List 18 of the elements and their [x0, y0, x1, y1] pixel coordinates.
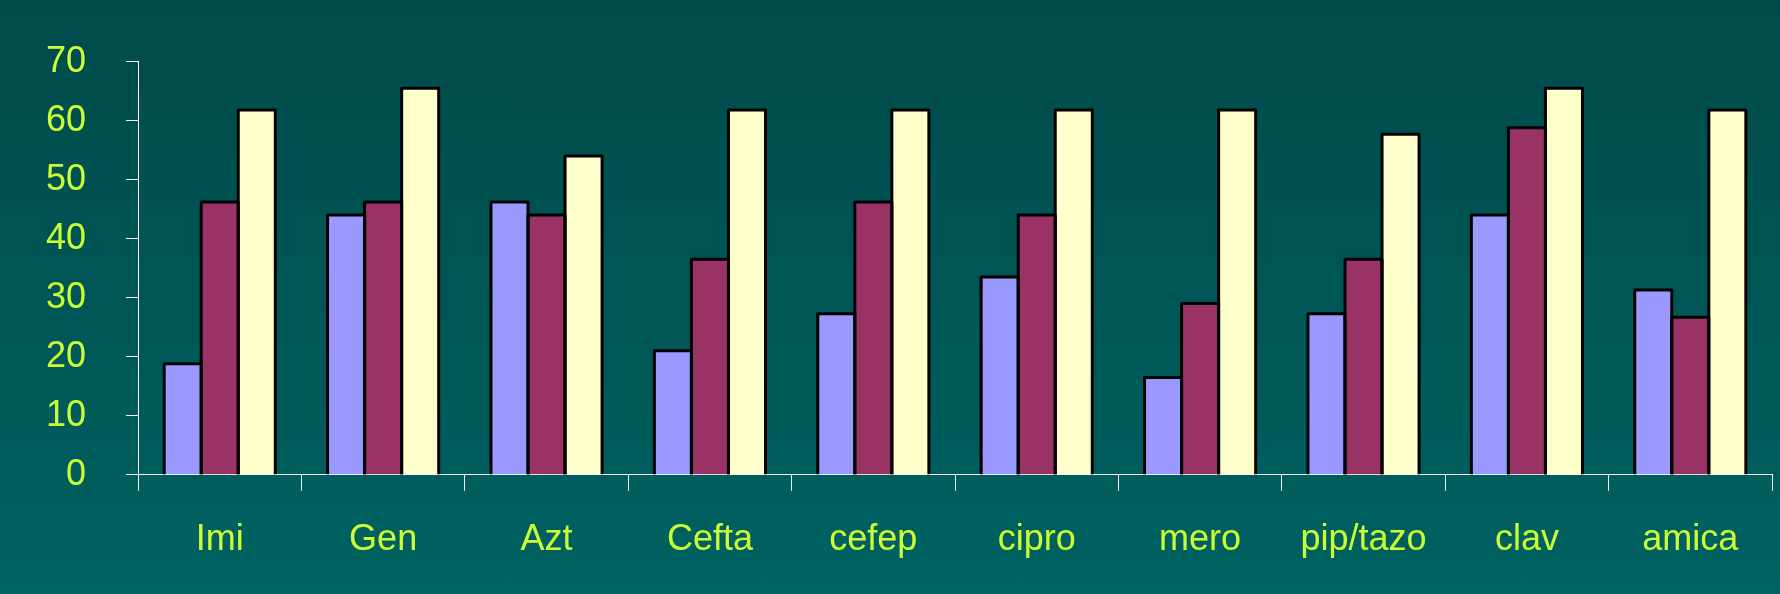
- x-tick-label: Imi: [195, 517, 244, 559]
- y-tick-label: 70: [46, 38, 87, 80]
- y-tick-label: 30: [46, 274, 87, 316]
- y-tick-label: 60: [46, 97, 87, 139]
- x-tick-label: Gen: [349, 517, 418, 559]
- y-tick-label: 0: [66, 451, 87, 493]
- y-tick-label: 50: [46, 156, 87, 198]
- x-tick-label: mero: [1159, 517, 1242, 559]
- y-tick-label: 40: [46, 215, 87, 257]
- x-tick-label: amica: [1642, 517, 1740, 559]
- x-tick-label: pip/tazo: [1300, 517, 1427, 559]
- y-tick-label: 10: [46, 392, 87, 434]
- x-tick-label: clav: [1494, 517, 1559, 559]
- x-tick-label: cipro: [997, 517, 1076, 559]
- x-tick-label: Cefta: [666, 517, 754, 559]
- x-tick-label: cefep: [829, 517, 918, 559]
- y-tick-label: 20: [46, 333, 87, 375]
- x-tick-label: Azt: [520, 517, 573, 559]
